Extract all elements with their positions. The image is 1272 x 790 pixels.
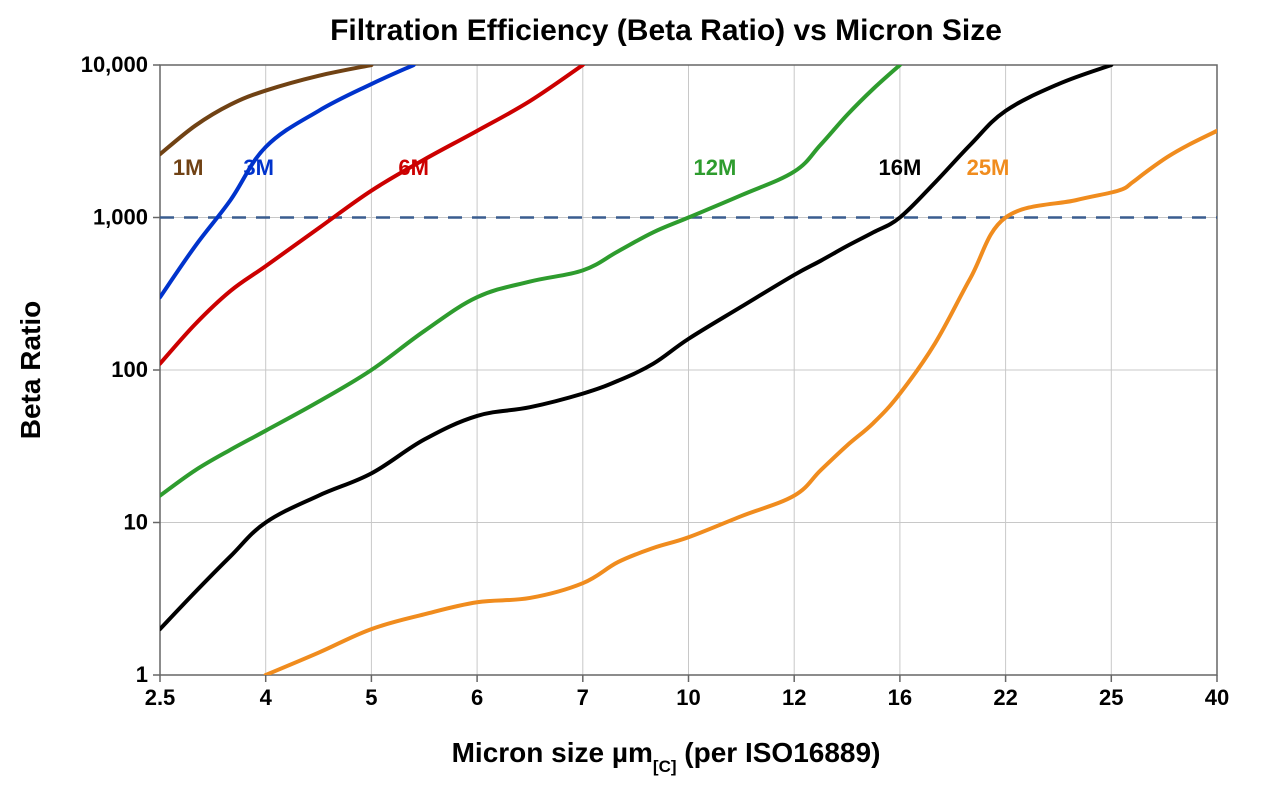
x-tick-label: 40	[1205, 685, 1229, 710]
series-label-3M: 3M	[243, 155, 274, 180]
y-tick-label: 1,000	[93, 205, 148, 230]
x-tick-label: 2.5	[145, 685, 176, 710]
y-tick-label: 10	[124, 510, 148, 535]
series-label-1M: 1M	[173, 155, 204, 180]
x-tick-label: 4	[260, 685, 273, 710]
chart-bg	[0, 0, 1272, 790]
x-axis-title-main: Micron size µm	[452, 737, 653, 768]
x-tick-label: 6	[471, 685, 483, 710]
y-tick-label: 1	[136, 662, 148, 687]
x-tick-label: 25	[1099, 685, 1123, 710]
chart-container: 1M 3M 6M 12M 16M 25M 2.5 4 5 6 7 10 12 16 22 25 40 1 10 100…	[0, 0, 1272, 790]
y-tick-label: 10,000	[81, 52, 148, 77]
series-label-6M: 6M	[398, 155, 429, 180]
chart-svg: 1M 3M 6M 12M 16M 25M 2.5 4 5 6 7 10 12 16 22 25 40 1 10 100…	[0, 0, 1272, 790]
x-tick-label: 22	[993, 685, 1017, 710]
x-tick-label: 12	[782, 685, 806, 710]
series-label-25M: 25M	[967, 155, 1010, 180]
chart-title: Filtration Efficiency (Beta Ratio) vs Mi…	[330, 14, 1002, 47]
x-tick-label: 10	[676, 685, 700, 710]
y-axis-title: Beta Ratio	[15, 301, 46, 439]
x-tick-label: 5	[365, 685, 377, 710]
series-label-12M: 12M	[694, 155, 737, 180]
x-axis-title-suffix: (per ISO16889)	[677, 737, 881, 768]
series-label-16M: 16M	[879, 155, 922, 180]
x-tick-label: 7	[577, 685, 589, 710]
x-axis-title-sub: [C]	[653, 757, 677, 776]
y-tick-label: 100	[111, 357, 148, 382]
x-tick-label: 16	[888, 685, 912, 710]
